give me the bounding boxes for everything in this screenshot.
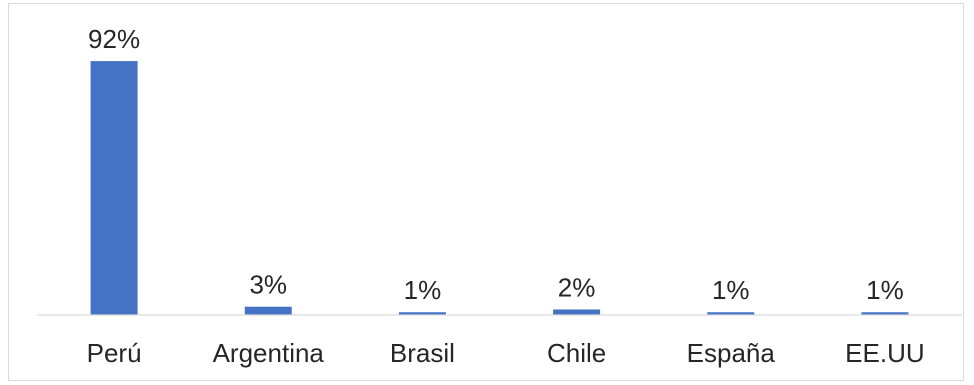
data-label-Chile: 2% bbox=[558, 272, 596, 302]
x-tick-label-España: España bbox=[687, 338, 776, 368]
x-tick-label-Argentina: Argentina bbox=[213, 338, 325, 368]
x-tick-label-Brasil: Brasil bbox=[390, 338, 455, 368]
x-axis-tick-labels: Perú Argentina Brasil Chile España EE.UU bbox=[87, 338, 925, 368]
bar-EE.UU bbox=[861, 312, 909, 315]
x-tick-label-EE.UU: EE.UU bbox=[845, 338, 924, 368]
bar-Perú bbox=[90, 61, 138, 315]
data-label-Perú: 92% bbox=[88, 24, 140, 54]
bar-Chile bbox=[553, 309, 601, 315]
data-labels-group: 92% 3% 1% 2% 1% 1% bbox=[88, 24, 904, 305]
data-label-Brasil: 1% bbox=[404, 275, 442, 305]
bar-Argentina bbox=[244, 306, 292, 315]
data-label-EE.UU: 1% bbox=[866, 275, 904, 305]
x-tick-label-Chile: Chile bbox=[547, 338, 606, 368]
data-label-España: 1% bbox=[712, 275, 750, 305]
bar-Brasil bbox=[398, 312, 446, 315]
bar-España bbox=[707, 312, 755, 315]
chart-frame bbox=[8, 3, 964, 381]
bars-group bbox=[90, 61, 909, 315]
x-tick-label-Perú: Perú bbox=[87, 338, 142, 368]
data-label-Argentina: 3% bbox=[249, 270, 287, 300]
